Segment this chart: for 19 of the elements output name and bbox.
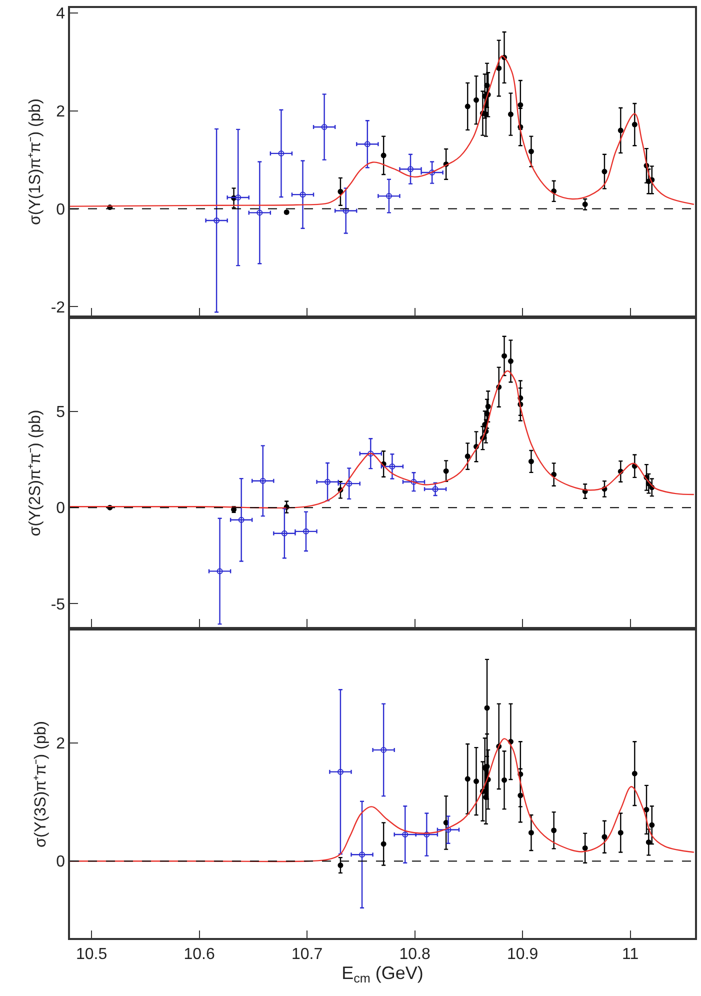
y-axis-title: σ(Υ(3S)π⁺π⁻) (pb) [32,721,50,848]
y-tick-label: 0 [56,201,66,218]
x-tick-label: 11 [622,946,639,963]
y-tick-label: -5 [50,596,66,614]
y-tick-label: 0 [56,500,66,518]
x-axis-title: E$_{cm}$ (GeV) [342,962,424,986]
x-tick-label: 10.6 [184,946,215,963]
y-axis-title: σ(Υ(1S)π⁺π⁻) (pb) [27,98,44,225]
y-tick-label: 4 [56,6,66,22]
y-tick-label: 0 [56,854,66,871]
x-tick-label: 10.5 [76,946,108,963]
y-tick-label: 2 [56,103,66,120]
y-tick-label: 5 [56,404,66,422]
y-tick-label: 2 [56,735,66,752]
x-tick-label: 10.9 [507,946,538,963]
y-tick-label: -2 [50,299,66,316]
x-tick-label: 10.7 [292,946,323,963]
x-tick-label: 10.8 [399,946,430,963]
y-axis-title: σ(Υ(2S)π⁺π⁻) (pb) [27,410,44,536]
